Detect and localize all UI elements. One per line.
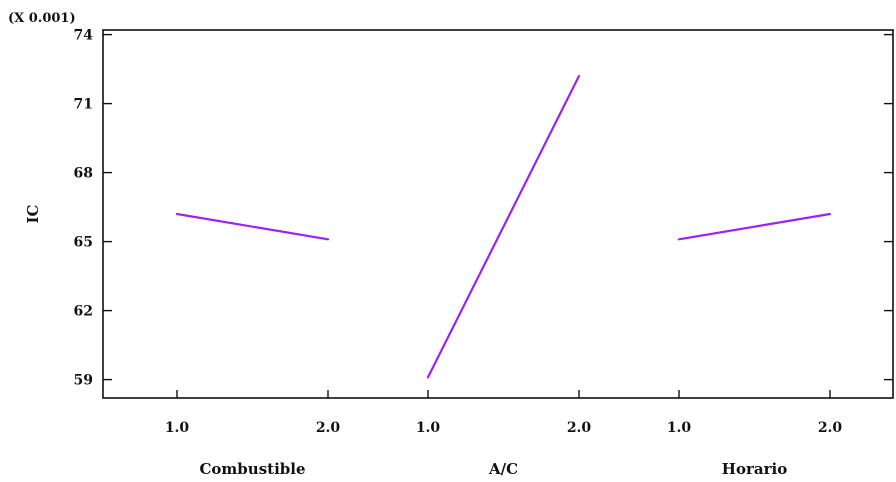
y-tick-label: 68 (74, 166, 93, 182)
x-tick-label: 2.0 (316, 420, 341, 436)
main-effect-line (426, 74, 581, 379)
x-tick-label: 1.0 (165, 420, 190, 436)
factor-label: Combustible (199, 460, 305, 478)
x-tick-label: 1.0 (416, 420, 441, 436)
x-tick-label: 1.0 (667, 420, 692, 436)
x-tick-label: 2.0 (567, 420, 592, 436)
factor-label: A/C (488, 460, 518, 478)
factor-label: Horario (722, 460, 787, 478)
y-tick-label: 74 (74, 28, 94, 44)
main-effect-line (677, 212, 832, 241)
x-tick-label: 2.0 (818, 420, 843, 436)
y-tick-label: 59 (74, 373, 93, 389)
y-axis-label: IC (24, 204, 42, 223)
main-effect-line (175, 212, 330, 241)
y-tick-label: 65 (74, 235, 93, 251)
y-tick-label: 71 (74, 97, 93, 113)
y-tick-label: 62 (74, 304, 93, 320)
scale-note: (X 0.001) (8, 11, 76, 26)
plot-frame (102, 29, 894, 399)
